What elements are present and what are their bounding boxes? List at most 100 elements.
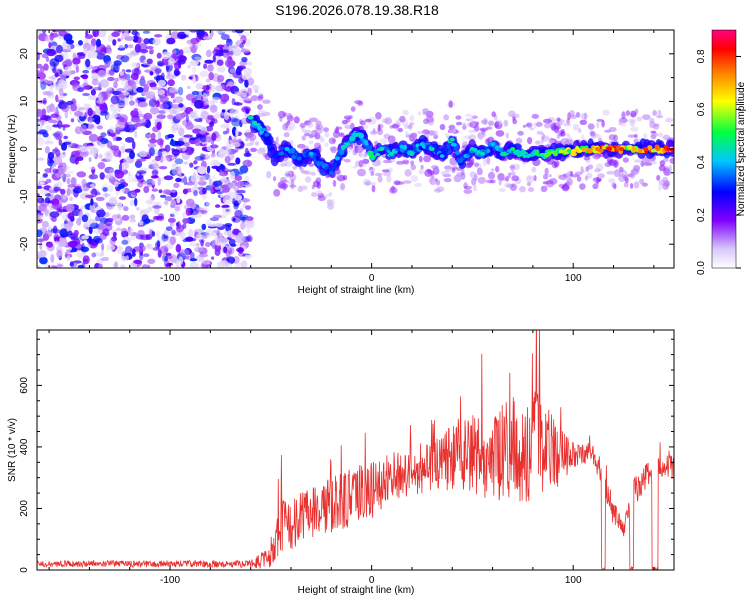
noise-blob <box>127 44 134 49</box>
halo-blob <box>468 129 476 134</box>
noise-blob <box>59 229 68 237</box>
noise-blob <box>220 49 229 53</box>
noise-blob <box>133 259 143 265</box>
halo-blob <box>273 176 277 182</box>
noise-blob <box>58 30 68 37</box>
noise-blob <box>39 256 48 265</box>
halo-blob <box>653 123 660 130</box>
halo-blob <box>642 114 651 120</box>
noise-blob <box>101 243 105 251</box>
noise-blob <box>124 96 129 106</box>
noise-blob <box>52 148 57 154</box>
noise-blob <box>111 236 117 242</box>
noise-blob <box>88 95 98 101</box>
y-tick-label: 200 <box>19 500 30 517</box>
noise-blob <box>235 157 241 165</box>
halo-blob <box>630 171 636 179</box>
noise-blob <box>185 114 189 124</box>
noise-blob <box>185 188 193 193</box>
noise-blob <box>224 155 231 164</box>
noise-blob <box>195 242 200 247</box>
noise-blob <box>121 239 129 245</box>
noise-blob <box>234 262 244 268</box>
trace-point <box>490 142 496 147</box>
trace-point <box>399 144 405 149</box>
halo-blob <box>436 186 445 192</box>
noise-blob <box>99 102 108 111</box>
noise-blob <box>66 177 71 185</box>
halo-blob <box>424 169 433 177</box>
halo-blob <box>463 185 472 190</box>
noise-blob <box>138 43 148 52</box>
noise-blob <box>104 174 115 180</box>
noise-blob <box>203 63 208 69</box>
trace-point <box>607 147 612 151</box>
noise-blob <box>187 237 197 242</box>
halo-blob <box>579 119 587 126</box>
halo-blob <box>281 179 289 183</box>
noise-blob <box>188 242 198 247</box>
noise-blob <box>54 240 60 246</box>
noise-blob <box>64 66 72 72</box>
noise-blob <box>60 188 66 195</box>
halo-blob <box>477 176 486 184</box>
noise-blob <box>166 114 174 120</box>
noise-blob <box>233 203 239 210</box>
halo-blob <box>634 159 642 163</box>
noise-blob <box>167 217 176 223</box>
trace-core <box>446 143 451 149</box>
halo-blob <box>533 175 537 182</box>
noise-blob <box>137 101 148 108</box>
noise-blob <box>180 74 187 81</box>
halo-blob <box>332 130 341 139</box>
noise-blob <box>175 177 182 183</box>
halo-blob <box>490 168 495 172</box>
noise-blob <box>239 43 244 49</box>
noise-blob <box>244 87 253 94</box>
noise-blob <box>81 178 87 188</box>
noise-blob <box>41 108 46 117</box>
noise-blob <box>120 255 127 262</box>
halo-blob <box>315 124 324 131</box>
noise-blob <box>84 34 94 39</box>
noise-blob <box>243 67 253 76</box>
chart-title: S196.2026.078.19.38.R18 <box>275 2 439 18</box>
noise-blob <box>183 142 190 148</box>
noise-blob <box>196 174 202 178</box>
halo-blob <box>469 171 477 178</box>
noise-blob <box>46 48 56 57</box>
noise-blob <box>241 73 252 81</box>
noise-blob <box>37 133 42 142</box>
noise-blob <box>229 74 233 78</box>
noise-blob <box>137 97 147 102</box>
noise-blob <box>182 211 186 220</box>
halo-blob <box>504 182 512 189</box>
noise-blob <box>164 255 168 262</box>
noise-blob <box>78 40 83 46</box>
noise-blob <box>89 203 96 212</box>
noise-blob <box>232 47 242 57</box>
noise-blob <box>124 43 128 49</box>
noise-blob <box>227 169 232 173</box>
halo-blob <box>473 183 477 192</box>
noise-blob <box>61 124 71 128</box>
trace-core <box>289 147 295 154</box>
halo-blob <box>328 137 337 145</box>
noise-blob <box>124 36 135 41</box>
noise-blob <box>147 143 157 148</box>
halo-blob <box>479 132 487 138</box>
noise-blob <box>91 78 99 86</box>
halo-blob <box>495 165 500 173</box>
noise-blob <box>211 256 215 260</box>
noise-blob <box>210 153 216 158</box>
noise-blob <box>82 255 90 265</box>
trace-point <box>522 154 528 159</box>
trace-point <box>449 137 455 142</box>
halo-blob <box>331 199 335 206</box>
noise-blob <box>138 221 144 226</box>
noise-blob <box>107 60 113 65</box>
halo-blob <box>489 179 496 184</box>
noise-blob <box>96 125 104 130</box>
noise-blob <box>69 196 73 202</box>
halo-blob <box>606 170 615 175</box>
